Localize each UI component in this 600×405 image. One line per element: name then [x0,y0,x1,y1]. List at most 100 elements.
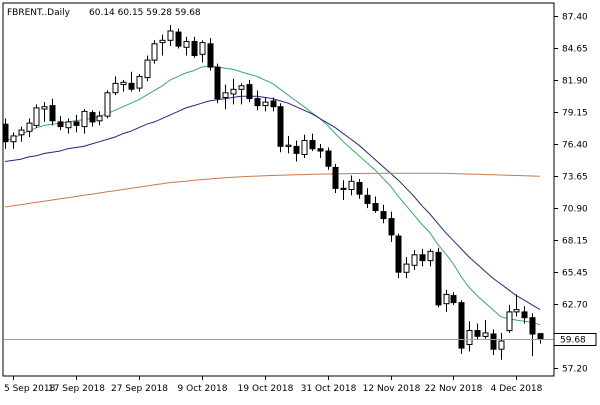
candle[interactable] [301,134,308,158]
candle[interactable] [506,304,513,333]
candle[interactable] [120,79,127,92]
candle[interactable] [167,25,174,47]
price-tick-label: 81.90 [562,77,588,87]
candle[interactable] [214,63,221,104]
candle[interactable] [26,118,33,137]
candle[interactable] [372,196,379,213]
candle-body-bull [41,106,48,110]
candle-body-bull [151,43,158,61]
candle[interactable] [529,313,536,357]
price-tick-label: 87.40 [562,13,588,23]
candle[interactable] [419,248,426,267]
candle[interactable] [270,97,277,112]
candle[interactable] [388,211,395,242]
candle-body-bull [10,135,17,143]
candle[interactable] [175,28,182,49]
candle[interactable] [96,111,103,126]
candle[interactable] [293,140,300,162]
candle[interactable] [81,109,88,134]
candle[interactable] [57,116,64,131]
candle[interactable] [285,135,292,154]
candle[interactable] [199,40,206,63]
date-tick-label: 27 Sep 2018 [111,384,168,394]
candle-body-bear [419,254,426,262]
candle-body-bull [443,293,450,305]
candle[interactable] [521,306,528,324]
candle-body-bull [159,39,166,44]
candle[interactable] [159,34,166,56]
candle[interactable] [356,179,363,199]
candle[interactable] [73,114,80,133]
price-axis[interactable]: 87.40 84.65 81.90 79.15 76.40 73.65 70.90 68.15… [554,13,588,375]
candle[interactable] [482,320,489,339]
candle-body-bear [49,105,56,122]
candle[interactable] [49,98,56,126]
candle[interactable] [332,163,339,193]
last-price-box [553,333,597,346]
candle[interactable] [348,175,355,196]
candle[interactable] [112,76,119,96]
date-tick-label: 19 Oct 2018 [238,384,294,394]
candle[interactable] [513,294,520,317]
candle[interactable] [498,332,505,360]
candle[interactable] [18,126,25,142]
candle-body-bull [120,81,127,86]
candle-body-bear [254,98,261,107]
candle-body-bear [317,148,324,152]
candle[interactable] [10,132,17,149]
candle[interactable] [207,38,214,71]
candle[interactable] [317,144,324,158]
candle[interactable] [128,71,135,92]
candle[interactable] [490,329,497,355]
moving-average-line-2 [4,95,541,311]
candle[interactable] [183,36,190,56]
date-tick-label: 4 Dec 2018 [491,384,543,394]
candle[interactable] [41,102,48,122]
candle[interactable] [340,180,347,200]
candle[interactable] [262,97,269,112]
price-tick-label: 79.15 [562,109,588,119]
candle[interactable] [395,233,402,279]
candle[interactable] [380,204,387,224]
candle[interactable] [450,292,457,305]
candle-body-bear [450,295,457,304]
candle[interactable] [254,90,261,111]
candle-body-bear [529,317,536,335]
candle[interactable] [136,74,143,92]
candle-body-bear [277,106,284,147]
candle[interactable] [246,79,253,103]
candle[interactable] [104,90,111,119]
candle[interactable] [458,300,465,354]
candle[interactable] [277,103,284,153]
candle[interactable] [427,248,434,267]
last-price-value: 59.68 [560,336,586,346]
candle[interactable] [238,83,245,105]
candle-body-bear [2,123,9,143]
candle[interactable] [435,247,442,308]
candle[interactable] [309,133,316,151]
candle[interactable] [89,110,96,127]
candle[interactable] [466,321,473,352]
candle[interactable] [191,36,198,58]
candle-body-bull [136,75,143,89]
candle-body-bull [222,92,229,99]
candle[interactable] [325,147,332,170]
candle[interactable] [144,55,151,82]
candle-body-bull [104,92,111,117]
candle[interactable] [403,257,410,279]
candle[interactable] [65,118,72,134]
candle[interactable] [474,323,481,340]
candles [2,25,544,360]
candle[interactable] [230,78,237,105]
candle-body-bull [112,82,119,94]
candle[interactable] [411,250,418,270]
candle[interactable] [364,188,371,209]
candle[interactable] [222,84,229,110]
candle[interactable] [443,289,450,312]
candle[interactable] [151,40,158,64]
candle[interactable] [33,104,40,128]
